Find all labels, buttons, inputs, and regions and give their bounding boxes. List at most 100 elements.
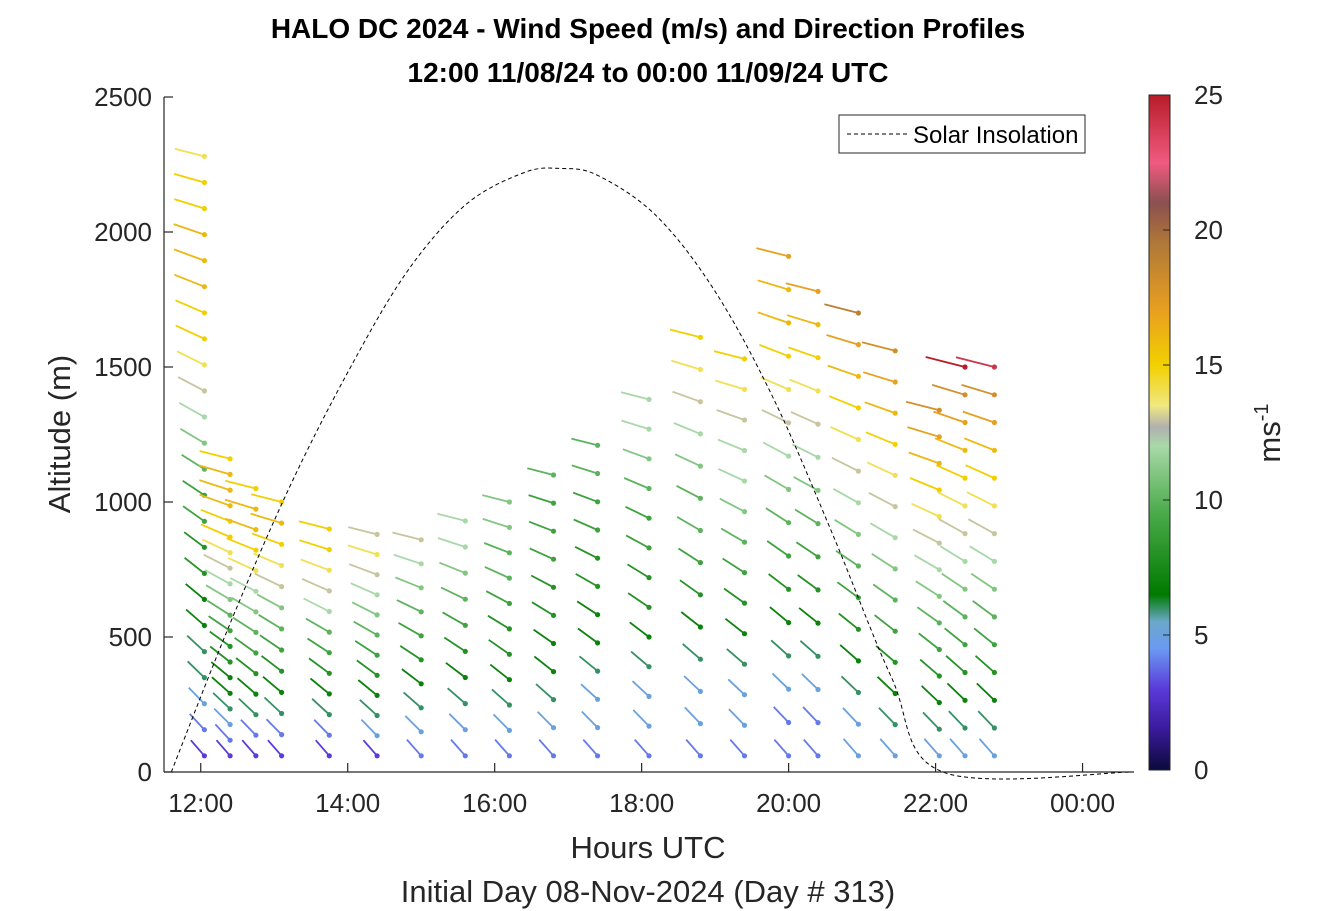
wind-barb: [174, 147, 205, 158]
barb-profile: [571, 437, 601, 759]
wind-barb-head: [418, 561, 424, 567]
wind-barb: [909, 477, 940, 491]
solar-insolation-curve: [170, 167, 1135, 780]
y-axis-label: Altitude (m): [42, 355, 77, 513]
wind-barb: [348, 563, 378, 576]
wind-barb-head: [227, 550, 233, 556]
wind-barb: [491, 688, 510, 706]
wind-barb-head: [326, 691, 332, 697]
legend-label: Solar Insolation: [913, 122, 1078, 149]
wind-barb-head: [506, 524, 512, 531]
wind-barb: [963, 437, 995, 452]
wind-barb: [229, 577, 257, 593]
wind-barb: [757, 311, 789, 324]
wind-barb: [307, 637, 330, 654]
wind-barb-head: [892, 379, 898, 385]
wind-barb: [794, 508, 819, 525]
wind-barb: [482, 494, 510, 503]
wind-barb-head: [201, 258, 207, 264]
wind-barb: [173, 223, 205, 236]
wind-barb-head: [279, 562, 285, 569]
wind-barb: [202, 538, 231, 554]
wind-barb: [771, 672, 790, 690]
wind-barb-head: [962, 586, 968, 592]
wind-barb-head: [991, 419, 998, 426]
chart-title: HALO DC 2024 - Wind Speed (m/s) and Dire…: [271, 13, 1025, 44]
wind-barb-head: [201, 544, 207, 550]
wind-barb-head: [815, 554, 821, 560]
wind-barb-head: [279, 541, 285, 547]
wind-barb: [406, 739, 422, 757]
wind-barb: [225, 479, 257, 490]
wind-barb: [625, 505, 650, 520]
barb-profile: [620, 391, 652, 759]
wind-barb: [674, 453, 701, 467]
wind-barb: [717, 438, 745, 452]
plot-area: [164, 97, 1134, 772]
wind-barb-head: [962, 669, 968, 676]
wind-barb: [437, 512, 466, 522]
wind-barb: [576, 600, 599, 616]
wind-barb: [392, 531, 422, 541]
wind-barb: [920, 685, 940, 704]
wind-barb: [785, 282, 819, 293]
wind-barb: [835, 550, 859, 567]
barb-profile: [224, 479, 259, 759]
wind-barb: [970, 572, 995, 590]
wind-barb: [768, 573, 790, 591]
wind-barb: [185, 608, 205, 627]
wind-barb: [250, 512, 282, 524]
wind-barb: [719, 497, 745, 513]
wind-barb: [250, 493, 282, 503]
wind-barb: [573, 518, 598, 531]
wind-barb: [232, 617, 257, 634]
wind-barb-head: [595, 583, 601, 590]
wind-barb-head: [892, 348, 898, 354]
wind-barb-head: [962, 558, 968, 565]
wind-barb-head: [646, 723, 652, 729]
wind-barb: [533, 628, 555, 645]
x-tick-label: 20:00: [756, 788, 821, 818]
wind-barb-head: [697, 753, 704, 759]
wind-barb: [941, 572, 966, 590]
wind-barb: [766, 540, 790, 557]
wind-barb-head: [595, 499, 601, 505]
wind-barb-head: [991, 475, 998, 481]
wind-barb: [350, 582, 378, 596]
x-tick-label: 14:00: [315, 788, 380, 818]
wind-barb-head: [374, 531, 380, 538]
wind-barb-head: [786, 386, 792, 393]
wind-barb-head: [595, 725, 601, 731]
wind-barb: [189, 713, 206, 731]
wind-barb-head: [741, 386, 748, 392]
wind-barb-head: [253, 691, 259, 697]
wind-barb: [253, 552, 282, 567]
wind-barb-head: [697, 463, 704, 469]
wind-barb: [236, 677, 257, 695]
wind-barb: [713, 350, 745, 360]
wind-barb-head: [646, 426, 652, 432]
wind-barb-head: [892, 504, 898, 510]
wind-barb-head: [936, 593, 942, 599]
wind-barb: [393, 553, 422, 565]
wind-barb: [679, 579, 701, 596]
wind-barb: [485, 590, 510, 605]
wind-barb-head: [786, 486, 792, 492]
wind-barb-head: [279, 520, 285, 526]
wind-barb: [715, 379, 745, 391]
wind-barb-head: [815, 487, 821, 493]
wind-barb-head: [697, 592, 704, 598]
wind-barb-head: [741, 661, 748, 667]
wind-barb-head: [991, 642, 998, 648]
wind-barb: [572, 491, 598, 503]
wind-barb: [918, 632, 940, 651]
barb-profile: [925, 356, 968, 759]
wind-barb-head: [462, 727, 468, 733]
wind-barb: [869, 522, 896, 539]
wind-barb: [726, 648, 746, 665]
x-tick-label: 00:00: [1050, 788, 1115, 818]
wind-barb-head: [815, 388, 821, 394]
wind-barb-head: [462, 701, 468, 707]
wind-barb: [916, 606, 940, 624]
wind-barb-head: [227, 643, 233, 650]
